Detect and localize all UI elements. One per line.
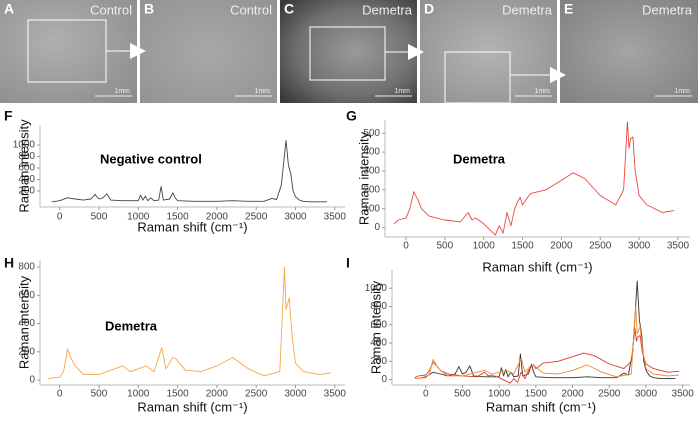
spectrum-line xyxy=(51,140,327,203)
panel-label: Control xyxy=(90,2,132,17)
panel-letter: C xyxy=(284,1,294,17)
x-tick-label: 500 xyxy=(91,389,108,400)
panel-letter: H xyxy=(4,255,14,271)
scale-label: 1mm xyxy=(534,88,550,95)
y-tick-label: 200 xyxy=(370,356,387,367)
spectrum-line xyxy=(393,121,675,236)
y-tick-label: 600 xyxy=(18,163,35,174)
scale-label: 1mm xyxy=(254,88,270,95)
panel-letter: A xyxy=(4,1,14,17)
x-tick-label: 2500 xyxy=(589,241,612,252)
x-tick-label: 3000 xyxy=(628,241,651,252)
x-tick-label: 2000 xyxy=(550,241,573,252)
y-tick-label: 0 xyxy=(29,375,35,386)
panel-label: Control xyxy=(230,2,272,17)
zoom-box xyxy=(444,51,511,104)
y-tick-label: 600 xyxy=(370,319,387,330)
panel-label: Demetra xyxy=(362,2,413,17)
x-tick-label: 1000 xyxy=(488,389,511,400)
x-tick-label: 1000 xyxy=(127,389,150,400)
image xyxy=(140,0,277,103)
x-tick-label: 3500 xyxy=(667,241,690,252)
x-tick-label: 1000 xyxy=(473,241,496,252)
x-tick-label: 2000 xyxy=(206,212,229,223)
y-axis-label: Raman intensity xyxy=(16,275,31,369)
x-tick-label: 1500 xyxy=(525,389,548,400)
y-axis-label: Raman intensity xyxy=(356,131,371,225)
y-tick-label: 400 xyxy=(18,318,35,329)
x-tick-label: 0 xyxy=(403,241,409,252)
x-tick-label: 1500 xyxy=(166,389,189,400)
x-tick-label: 500 xyxy=(91,212,108,223)
panel-label: Demetra xyxy=(642,2,693,17)
x-axis-label: Raman shift (cm⁻¹) xyxy=(482,259,592,274)
spectrum-line xyxy=(47,266,331,380)
x-tick-label: 1500 xyxy=(166,212,189,223)
x-tick-label: 1000 xyxy=(127,212,150,223)
annotation: Demetra xyxy=(105,318,158,333)
x-tick-label: 2500 xyxy=(245,212,268,223)
panel-letter: B xyxy=(144,1,154,17)
x-axis-label: Raman shift (cm⁻¹) xyxy=(486,399,596,414)
x-tick-label: 0 xyxy=(57,212,63,223)
y-tick-label: 400 xyxy=(363,147,380,158)
y-tick-label: 0 xyxy=(381,374,387,385)
y-tick-label: 400 xyxy=(370,338,387,349)
y-tick-label: 100 xyxy=(363,203,380,214)
panel-label: Demetra xyxy=(502,2,553,17)
y-tick-label: 1000 xyxy=(365,283,388,294)
spectrum-line xyxy=(418,280,676,380)
y-tick-label: 200 xyxy=(363,184,380,195)
y-tick-label: 600 xyxy=(18,290,35,301)
x-tick-label: 500 xyxy=(454,389,471,400)
y-axis-label: Raman intensity xyxy=(368,280,383,374)
arrow-head xyxy=(550,67,566,83)
image xyxy=(560,0,698,103)
y-tick-label: 500 xyxy=(363,128,380,139)
x-tick-label: 3000 xyxy=(635,389,658,400)
y-tick-label: 300 xyxy=(363,166,380,177)
micrographs xyxy=(0,0,698,104)
x-axis-label: Raman shift (cm⁻¹) xyxy=(137,399,247,414)
x-tick-label: 3000 xyxy=(284,212,307,223)
x-tick-label: 2000 xyxy=(206,389,229,400)
x-axis-label: Raman shift (cm⁻¹) xyxy=(137,219,247,234)
panel-letter: E xyxy=(564,1,573,17)
arrow-head xyxy=(130,43,146,59)
panel-letter: D xyxy=(424,1,434,17)
x-tick-label: 2500 xyxy=(598,389,621,400)
arrow-head xyxy=(408,44,424,60)
spectrum-line xyxy=(414,327,680,384)
x-tick-label: 500 xyxy=(436,241,453,252)
y-tick-label: 400 xyxy=(18,174,35,185)
y-tick-label: 0 xyxy=(374,222,380,233)
annotation: Demetra xyxy=(453,151,506,166)
panel-letter: F xyxy=(4,108,13,124)
x-tick-label: 0 xyxy=(57,389,63,400)
x-tick-label: 3500 xyxy=(324,389,347,400)
x-tick-label: 2500 xyxy=(245,389,268,400)
scale-label: 1mm xyxy=(674,88,690,95)
y-tick-label: 200 xyxy=(18,346,35,357)
x-tick-label: 1500 xyxy=(511,241,534,252)
y-axis-label: Raman intensity xyxy=(16,119,31,213)
zoom-box xyxy=(309,26,386,81)
y-tick-label: 200 xyxy=(18,186,35,197)
annotation: Negative control xyxy=(100,151,202,166)
x-tick-label: 3000 xyxy=(284,389,307,400)
panel-letter: I xyxy=(346,255,350,271)
x-tick-label: 3500 xyxy=(672,389,695,400)
scale-label: 1mm xyxy=(114,88,130,95)
x-tick-label: 2000 xyxy=(561,389,584,400)
panel-letter: G xyxy=(346,108,357,124)
scale-label: 1mm xyxy=(394,88,410,95)
x-tick-label: 3500 xyxy=(324,212,347,223)
y-tick-label: 800 xyxy=(18,262,35,273)
y-tick-label: 1000 xyxy=(13,140,36,151)
y-tick-label: 800 xyxy=(18,151,35,162)
y-tick-label: 800 xyxy=(370,301,387,312)
x-tick-label: 0 xyxy=(423,389,429,400)
spectrum-line xyxy=(414,306,680,380)
